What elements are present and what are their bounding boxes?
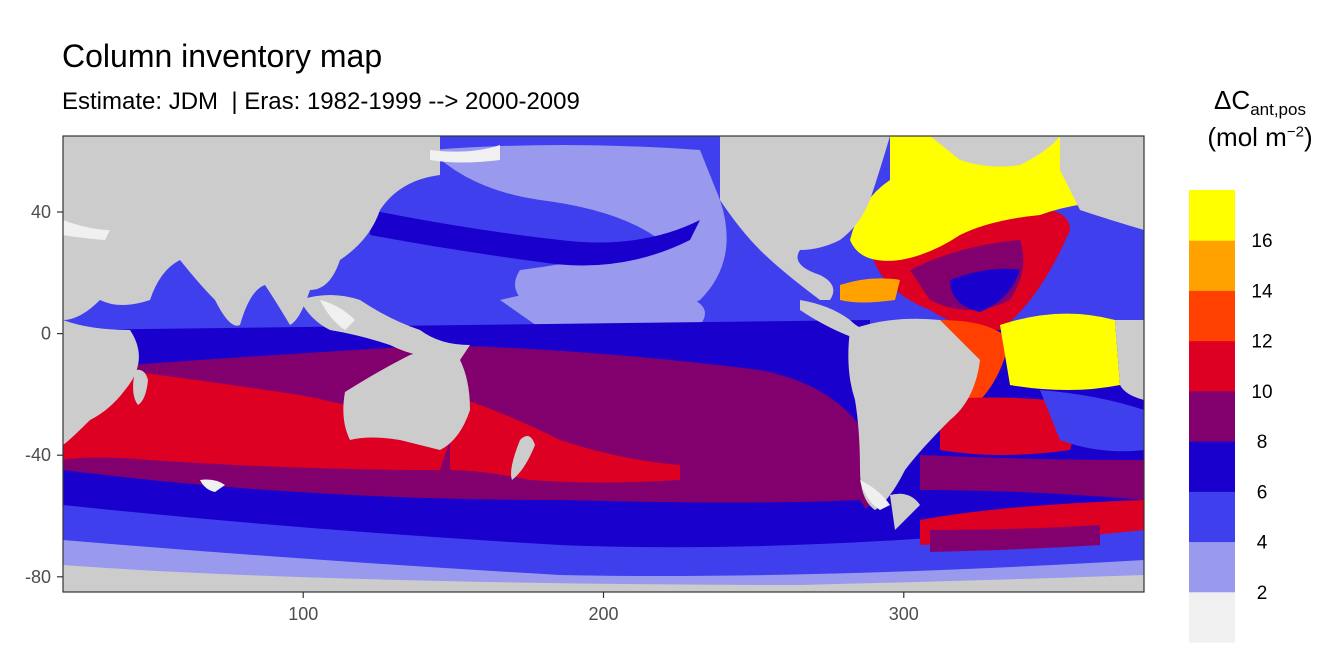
land-europe (1060, 136, 1144, 230)
land-africa-east (1115, 320, 1144, 400)
land-greenland (930, 136, 1060, 167)
land-south-america (848, 318, 980, 510)
ocean-zone-tropical-atlantic-yellow (1000, 313, 1120, 390)
legend-swatch (1189, 541, 1235, 593)
legend-swatch (1189, 340, 1235, 392)
land-eurasia (63, 136, 440, 326)
ocean-zone-southern-blue-band (63, 470, 880, 542)
low-area-patagonia (860, 480, 890, 510)
legend-title-sub: ant,pos (1250, 100, 1306, 120)
x-tick-label: 300 (889, 604, 919, 624)
ocean-zone-south-atlantic-purple (920, 455, 1144, 500)
legend-unit-sup: −2 (1286, 123, 1304, 141)
ocean-zone-southern-red-pacific (450, 395, 680, 483)
land-layer (63, 136, 1144, 592)
y-tick-label: -80 (25, 567, 51, 587)
legend-break-label: 14 (1251, 281, 1273, 302)
ocean-zone-equatorial-dark (370, 210, 700, 266)
y-tick-label: 40 (31, 202, 51, 222)
ocean-zone-north-atlantic-blue (950, 268, 1020, 312)
low-area-indonesia (320, 300, 355, 330)
low-value-areas (63, 145, 890, 510)
land-north-america (720, 136, 890, 300)
legend-break-label: 8 (1257, 432, 1268, 453)
x-tick-label: 100 (288, 604, 318, 624)
chart-title: Column inventory map (62, 38, 383, 74)
ocean-zone-gulf-orange (840, 278, 900, 303)
ocean-zone-north-pacific-light (430, 145, 727, 323)
legend-break-label: 6 (1257, 482, 1268, 503)
y-tick-label: -40 (25, 445, 51, 465)
x-tick-label: 200 (588, 604, 618, 624)
low-area-kerguelen (200, 479, 225, 492)
low-area-red-sea (63, 220, 110, 240)
ocean-zone-south-atlantic-red (940, 397, 1073, 455)
legend-swatch (1189, 441, 1235, 492)
legend-title-main: ΔC (1214, 85, 1251, 115)
legend-swatch (1189, 290, 1235, 342)
legend-swatch (1189, 240, 1235, 291)
y-tick-label: 0 (41, 324, 51, 344)
legend-break-label: 10 (1251, 382, 1272, 403)
legend-swatch (1189, 390, 1235, 442)
land-madagascar (133, 369, 148, 405)
legend-swatch (1189, 491, 1235, 543)
ocean-zone-south-atlantic-blue (1040, 390, 1144, 452)
map-layer (63, 136, 1144, 592)
land-antarctic-peninsula (890, 493, 920, 530)
land-antarctica (63, 565, 1144, 592)
chart-subtitle: Estimate: JDM | Eras: 1982-1999 --> 2000… (62, 88, 580, 115)
land-australia (343, 351, 470, 450)
legend-unit-pre: (mol m (1207, 122, 1287, 153)
legend-break-label: 16 (1251, 231, 1272, 252)
legend-break-label: 12 (1251, 332, 1272, 353)
land-new-zealand (511, 436, 535, 480)
legend-unit-post: ) (1303, 122, 1313, 153)
ocean-zone-southern-red-indian (63, 370, 450, 470)
ocean-zone-subtropical-light (500, 286, 705, 331)
legend-break-label: 2 (1257, 583, 1268, 604)
legend-swatch (1189, 591, 1235, 643)
legend-title: ΔCant,pos (mol m−2) (1185, 84, 1335, 155)
ocean-zone-weddell-purple (930, 525, 1100, 552)
low-area-arctic (430, 145, 500, 163)
legend-break-label: 4 (1257, 533, 1268, 554)
legend-colorbar: 16 14 12 10 8 6 4 2 (1189, 190, 1273, 643)
land-africa (63, 320, 139, 445)
legend-swatch (1189, 190, 1235, 241)
